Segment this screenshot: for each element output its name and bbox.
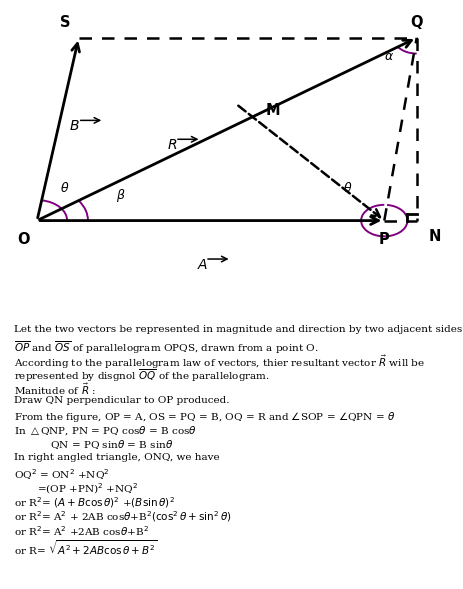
Text: According to the parallelogram law of vectors, thier resultant vector $\vec{R}$ : According to the parallelogram law of ve… xyxy=(14,353,425,371)
Text: $\theta$: $\theta$ xyxy=(343,181,352,195)
Text: S: S xyxy=(60,15,70,29)
Text: In $\triangle$QNP, PN = PQ cos$\theta$ = B cos$\theta$: In $\triangle$QNP, PN = PQ cos$\theta$ =… xyxy=(14,425,197,437)
Text: or R= $\sqrt{A^2+2AB\cos\theta+B^2}$: or R= $\sqrt{A^2+2AB\cos\theta+B^2}$ xyxy=(14,538,157,557)
Text: From the figure, OP = A, OS = PQ = B, OQ = R and $\angle$SOP = $\angle$QPN = $\t: From the figure, OP = A, OS = PQ = B, OQ… xyxy=(14,411,395,424)
Text: Draw QN perpendicular to OP produced.: Draw QN perpendicular to OP produced. xyxy=(14,396,229,405)
Text: P: P xyxy=(379,232,390,247)
Text: N: N xyxy=(429,229,441,244)
Text: Q: Q xyxy=(411,15,423,29)
Text: =(OP +PN)$^2$ +NQ$^2$: =(OP +PN)$^2$ +NQ$^2$ xyxy=(14,481,138,496)
Text: or R$^2$= $(A+B\cos\theta)^2$ +$(B\sin\theta)^2$: or R$^2$= $(A+B\cos\theta)^2$ +$(B\sin\t… xyxy=(14,495,175,510)
Text: or R$^2$= A$^2$ +2AB cos$\theta$+B$^2$: or R$^2$= A$^2$ +2AB cos$\theta$+B$^2$ xyxy=(14,524,149,538)
Text: Manitude of $\vec{R}$ :: Manitude of $\vec{R}$ : xyxy=(14,382,96,398)
Text: Let the two vectors be represented in magnitude and direction by two adjacent si: Let the two vectors be represented in ma… xyxy=(14,325,462,334)
Text: $B$: $B$ xyxy=(69,119,80,133)
Text: OQ$^2$ = ON$^2$ +NQ$^2$: OQ$^2$ = ON$^2$ +NQ$^2$ xyxy=(14,467,109,482)
Text: or R$^2$= A$^2$ + 2AB cos$\theta$+B$^2$$(\cos^2\theta+\sin^2\theta)$: or R$^2$= A$^2$ + 2AB cos$\theta$+B$^2$$… xyxy=(14,509,231,524)
Text: $\theta$: $\theta$ xyxy=(60,181,69,195)
Text: $\overline{OP}$ and $\overline{OS}$ of parallelogram OPQS, drawn from a point O.: $\overline{OP}$ and $\overline{OS}$ of p… xyxy=(14,339,318,356)
Text: represented by disgnol $\overline{OQ}$ of the parallelogram.: represented by disgnol $\overline{OQ}$ o… xyxy=(14,368,270,384)
Text: $A$: $A$ xyxy=(197,258,208,272)
Text: M: M xyxy=(266,103,281,118)
Text: $R$: $R$ xyxy=(167,138,177,152)
Text: QN = PQ sin$\theta$ = B sin$\theta$: QN = PQ sin$\theta$ = B sin$\theta$ xyxy=(14,439,173,451)
Text: In right angled triangle, ONQ, we have: In right angled triangle, ONQ, we have xyxy=(14,453,219,462)
Text: $\alpha$: $\alpha$ xyxy=(384,50,394,63)
Text: O: O xyxy=(17,232,29,247)
Text: $\beta$: $\beta$ xyxy=(116,187,125,204)
